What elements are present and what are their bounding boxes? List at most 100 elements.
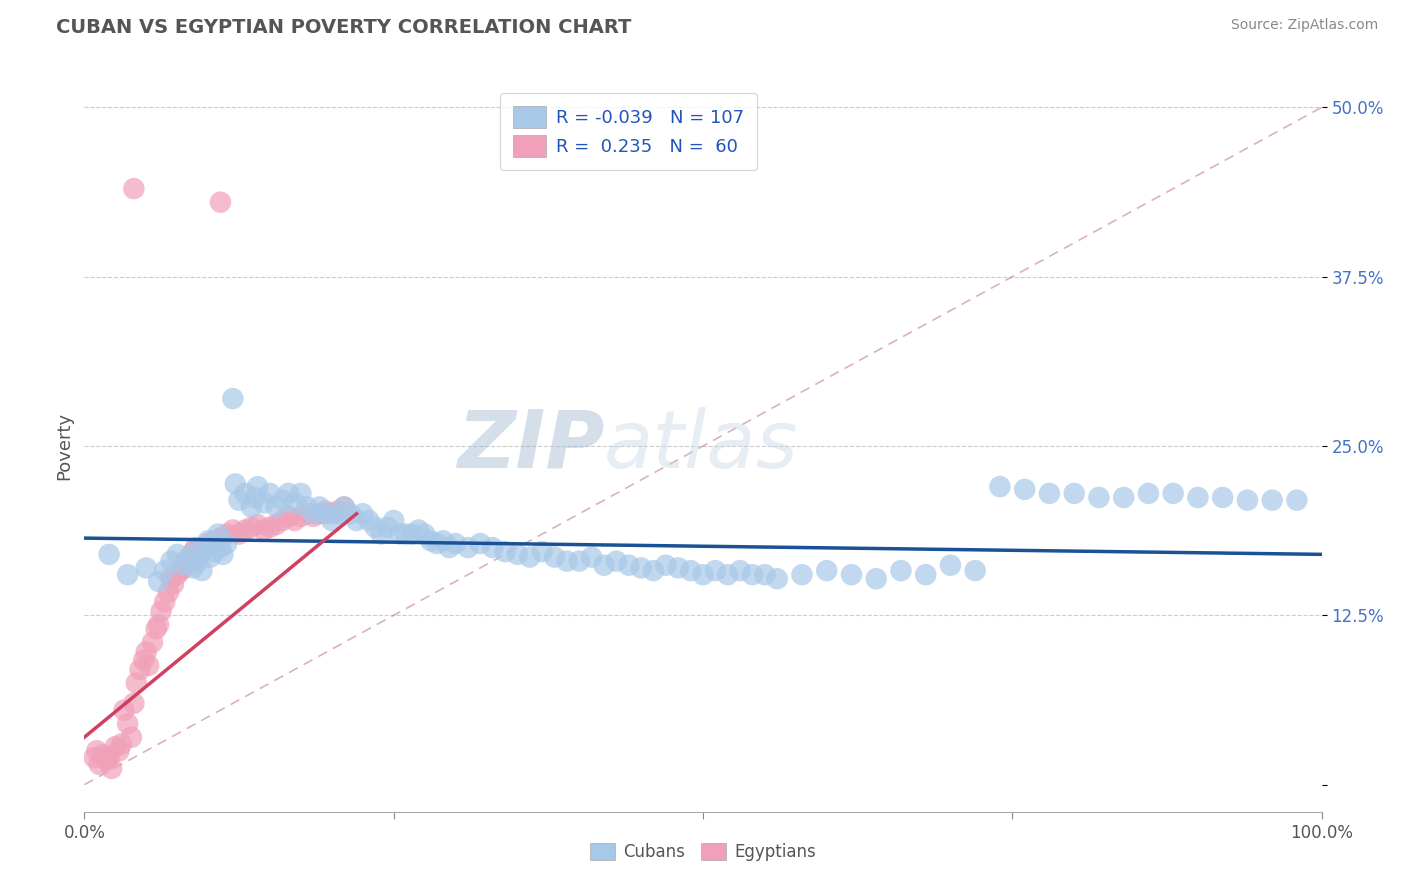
Point	[605, 554, 627, 568]
Point	[308, 500, 330, 514]
Text: atlas: atlas	[605, 407, 799, 485]
Point	[172, 561, 194, 575]
Point	[704, 564, 727, 578]
Point	[222, 392, 245, 406]
Point	[209, 541, 232, 555]
Point	[295, 500, 318, 514]
Point	[110, 737, 132, 751]
Point	[157, 585, 180, 599]
Point	[754, 567, 776, 582]
Point	[170, 564, 193, 578]
Text: CUBAN VS EGYPTIAN POVERTY CORRELATION CHART: CUBAN VS EGYPTIAN POVERTY CORRELATION CH…	[56, 18, 631, 37]
Point	[172, 558, 194, 573]
Point	[413, 527, 436, 541]
Point	[408, 523, 430, 537]
Point	[630, 561, 652, 575]
Point	[125, 676, 148, 690]
Point	[543, 550, 565, 565]
Point	[209, 195, 232, 210]
Point	[240, 520, 263, 534]
Point	[326, 504, 349, 518]
Point	[83, 750, 105, 764]
Point	[741, 567, 763, 582]
Point	[457, 541, 479, 555]
Point	[243, 491, 266, 505]
Point	[166, 567, 188, 582]
Point	[581, 550, 603, 565]
Point	[264, 500, 287, 514]
Point	[655, 558, 678, 573]
Point	[253, 496, 276, 510]
Point	[333, 500, 356, 514]
Point	[728, 564, 751, 578]
Point	[212, 547, 235, 561]
Point	[643, 564, 665, 578]
Point	[160, 572, 183, 586]
Point	[481, 541, 503, 555]
Point	[184, 541, 207, 555]
Point	[122, 181, 145, 195]
Point	[200, 550, 222, 565]
Point	[100, 761, 122, 775]
Point	[86, 744, 108, 758]
Point	[692, 567, 714, 582]
Point	[1137, 486, 1160, 500]
Point	[617, 558, 640, 573]
Point	[187, 550, 209, 565]
Point	[271, 514, 294, 528]
Point	[215, 536, 238, 550]
Point	[233, 486, 256, 500]
Point	[388, 527, 411, 541]
Point	[259, 520, 281, 534]
Point	[1014, 483, 1036, 497]
Point	[1285, 493, 1308, 508]
Point	[145, 622, 167, 636]
Point	[302, 509, 325, 524]
Point	[181, 561, 204, 575]
Point	[166, 547, 188, 561]
Point	[841, 567, 863, 582]
Point	[98, 547, 121, 561]
Point	[382, 514, 405, 528]
Point	[593, 558, 616, 573]
Point	[1038, 486, 1060, 500]
Point	[148, 617, 170, 632]
Point	[224, 477, 246, 491]
Point	[104, 739, 127, 754]
Point	[321, 514, 343, 528]
Point	[865, 572, 887, 586]
Point	[666, 561, 689, 575]
Point	[890, 564, 912, 578]
Point	[939, 558, 962, 573]
Point	[1212, 491, 1234, 505]
Point	[339, 507, 361, 521]
Point	[357, 514, 380, 528]
Point	[150, 604, 173, 618]
Point	[181, 544, 204, 558]
Point	[284, 514, 307, 528]
Point	[187, 554, 209, 568]
Point	[191, 564, 214, 578]
Point	[377, 520, 399, 534]
Point	[191, 544, 214, 558]
Point	[965, 564, 987, 578]
Point	[419, 533, 441, 548]
Point	[246, 517, 269, 532]
Point	[179, 550, 201, 565]
Point	[302, 507, 325, 521]
Point	[333, 500, 356, 514]
Point	[240, 500, 263, 514]
Point	[352, 507, 374, 521]
Point	[184, 544, 207, 558]
Point	[1187, 491, 1209, 505]
Point	[135, 561, 157, 575]
Point	[988, 480, 1011, 494]
Point	[308, 507, 330, 521]
Point	[1112, 491, 1135, 505]
Point	[290, 486, 312, 500]
Text: Source: ZipAtlas.com: Source: ZipAtlas.com	[1230, 18, 1378, 32]
Point	[679, 564, 702, 578]
Point	[568, 554, 591, 568]
Point	[132, 653, 155, 667]
Point	[290, 509, 312, 524]
